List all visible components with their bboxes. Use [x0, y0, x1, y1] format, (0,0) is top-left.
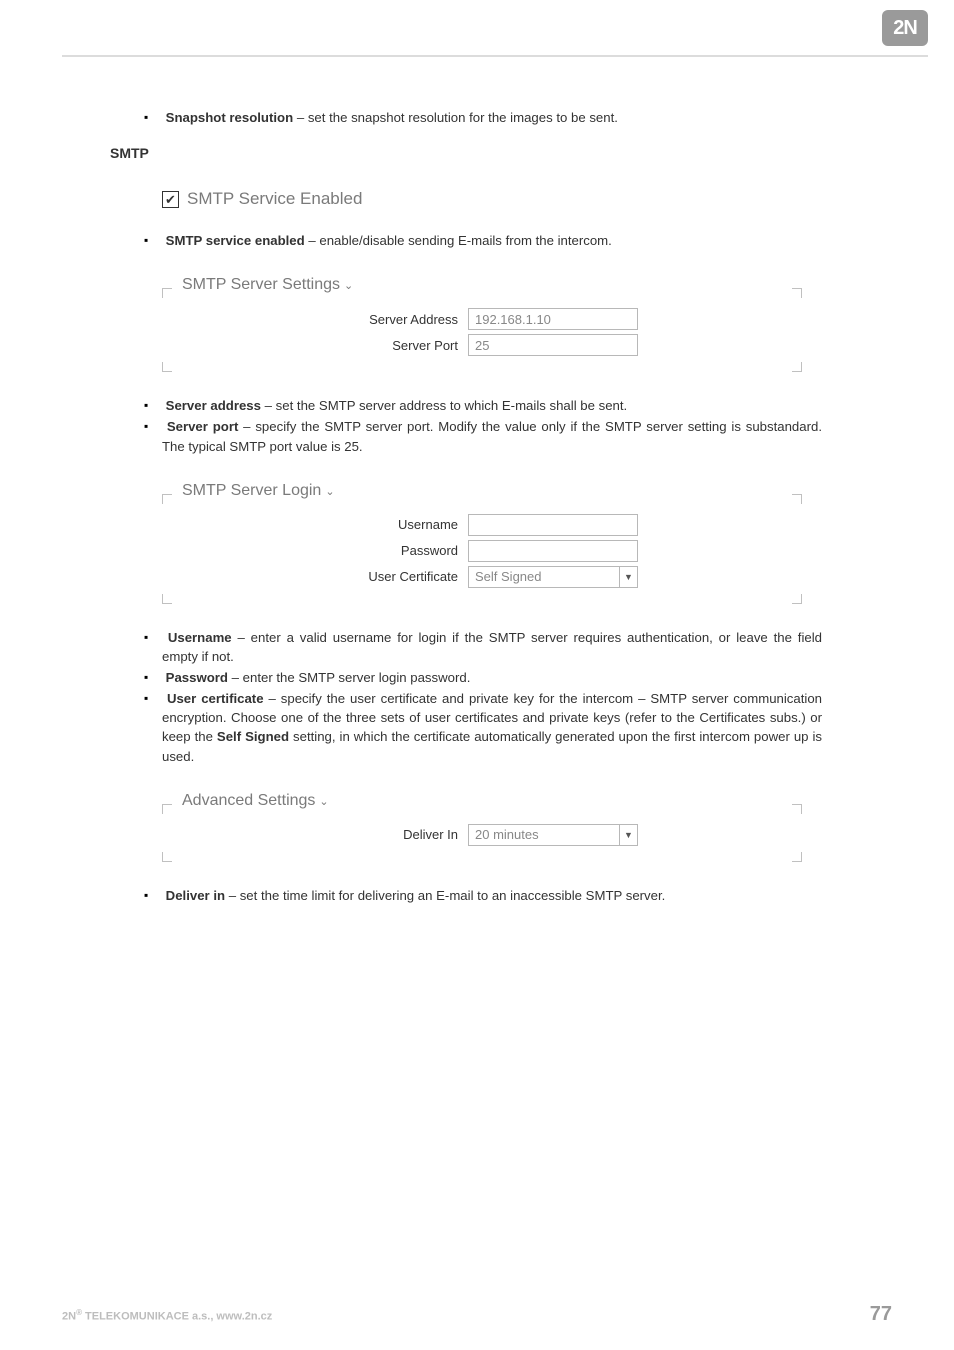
- bullet-term: User certificate: [167, 691, 264, 706]
- corner-icon: [792, 804, 802, 814]
- dropdown-arrow-icon: ▼: [619, 567, 637, 587]
- bullet-term: Password: [166, 670, 228, 685]
- field-row: Server Address: [178, 308, 786, 330]
- smtp-enabled-row: ✔ SMTP Service Enabled: [162, 189, 822, 209]
- server-bullet-list: Server address – set the SMTP server add…: [62, 396, 822, 455]
- corner-icon: [162, 288, 172, 298]
- advanced-bullet-list: Deliver in – set the time limit for deli…: [62, 886, 822, 905]
- list-item: Password – enter the SMTP server login p…: [162, 668, 822, 687]
- field-label: Server Port: [178, 338, 468, 353]
- fieldset-advanced-settings: Advanced Settings⌄ Deliver In 20 minutes…: [162, 796, 802, 862]
- list-item: Deliver in – set the time limit for deli…: [162, 886, 822, 905]
- bullet-rest: – enter the SMTP server login password.: [228, 670, 470, 685]
- bullet-term: Deliver in: [166, 888, 225, 903]
- corner-icon: [792, 594, 802, 604]
- corner-icon: [162, 852, 172, 862]
- bullet-term: SMTP service enabled: [166, 233, 305, 248]
- legend-text: Advanced Settings: [182, 792, 315, 809]
- legend-text: SMTP Server Login: [182, 482, 321, 499]
- page: 2N Snapshot resolution – set the snapsho…: [0, 0, 954, 1350]
- intro-bullet-list: Snapshot resolution – set the snapshot r…: [62, 108, 822, 127]
- bullet-rest: – enable/disable sending E-mails from th…: [305, 233, 612, 248]
- server-port-input[interactable]: [468, 334, 638, 356]
- corner-icon: [792, 288, 802, 298]
- field-row: Server Port: [178, 334, 786, 356]
- footer-company: TELEKOMUNIKACE a.s., www.2n.cz: [82, 1311, 272, 1323]
- corner-icon: [792, 494, 802, 504]
- corner-icon: [162, 804, 172, 814]
- corner-icon: [162, 494, 172, 504]
- smtp-enabled-label: SMTP Service Enabled: [187, 189, 362, 209]
- content: Snapshot resolution – set the snapshot r…: [62, 18, 822, 905]
- bullet-term: Username: [168, 630, 232, 645]
- list-item: Snapshot resolution – set the snapshot r…: [162, 108, 822, 127]
- bullet-term: Server port: [167, 419, 239, 434]
- bullet-term: Server address: [166, 398, 261, 413]
- field-label: Deliver In: [178, 827, 468, 842]
- brand-logo: 2N: [882, 10, 928, 46]
- corner-icon: [162, 362, 172, 372]
- select-value: 20 minutes: [469, 825, 619, 845]
- list-item: Username – enter a valid username for lo…: [162, 628, 822, 666]
- header-rule: [62, 55, 928, 57]
- server-address-input[interactable]: [468, 308, 638, 330]
- page-number: 77: [870, 1303, 892, 1326]
- smtp-enabled-checkbox[interactable]: ✔: [162, 191, 179, 208]
- field-row: Password: [178, 540, 786, 562]
- list-item: Server address – set the SMTP server add…: [162, 396, 822, 415]
- list-item: SMTP service enabled – enable/disable se…: [162, 231, 822, 250]
- chevron-down-icon: ⌄: [344, 280, 353, 292]
- logo-box: 2N: [882, 10, 928, 46]
- footer-brand: 2N: [62, 1311, 76, 1323]
- field-row: Username: [178, 514, 786, 536]
- field-row: Deliver In 20 minutes ▼: [178, 824, 786, 846]
- footer-left: 2N® TELEKOMUNIKACE a.s., www.2n.cz: [62, 1308, 272, 1323]
- corner-icon: [792, 852, 802, 862]
- fieldset-server-settings: SMTP Server Settings⌄ Server Address Ser…: [162, 280, 802, 372]
- smtp-enabled-bullet-list: SMTP service enabled – enable/disable se…: [62, 231, 822, 250]
- fieldset-legend[interactable]: Advanced Settings ⌄: [178, 792, 333, 810]
- field-label: Password: [178, 543, 468, 558]
- corner-icon: [792, 362, 802, 372]
- corner-icon: [162, 594, 172, 604]
- password-input[interactable]: [468, 540, 638, 562]
- field-label: User Certificate: [178, 569, 468, 584]
- list-item: User certificate – specify the user cert…: [162, 689, 822, 766]
- legend-text: SMTP Server Settings: [182, 276, 340, 293]
- chevron-down-icon: ⌄: [325, 486, 334, 498]
- bullet-rest: – set the SMTP server address to which E…: [261, 398, 627, 413]
- username-input[interactable]: [468, 514, 638, 536]
- dropdown-arrow-icon: ▼: [619, 825, 637, 845]
- field-row: User Certificate Self Signed ▼: [178, 566, 786, 588]
- chevron-down-icon: ⌄: [319, 796, 328, 808]
- logo-text: 2N: [893, 17, 917, 40]
- field-label: Server Address: [178, 312, 468, 327]
- bullet-rest: – specify the SMTP server port. Modify t…: [162, 419, 822, 453]
- select-value: Self Signed: [469, 567, 619, 587]
- fieldset-legend[interactable]: SMTP Server Login ⌄: [178, 482, 339, 500]
- login-bullet-list: Username – enter a valid username for lo…: [62, 628, 822, 766]
- deliver-in-select[interactable]: 20 minutes ▼: [468, 824, 638, 846]
- bullet-rest: – set the time limit for delivering an E…: [225, 888, 665, 903]
- bullet-rest: – enter a valid username for login if th…: [162, 630, 822, 664]
- field-label: Username: [178, 517, 468, 532]
- bullet-term-2: Self Signed: [217, 729, 289, 744]
- bullet-rest: – set the snapshot resolution for the im…: [293, 110, 618, 125]
- fieldset-server-login: SMTP Server Login⌄ Username Password Use…: [162, 486, 802, 604]
- fieldset-legend[interactable]: SMTP Server Settings ⌄: [178, 276, 357, 294]
- list-item: Server port – specify the SMTP server po…: [162, 417, 822, 455]
- section-heading-smtp: SMTP: [110, 145, 822, 161]
- page-footer: 2N® TELEKOMUNIKACE a.s., www.2n.cz 77: [62, 1303, 892, 1326]
- bullet-term: Snapshot resolution: [166, 110, 293, 125]
- user-certificate-select[interactable]: Self Signed ▼: [468, 566, 638, 588]
